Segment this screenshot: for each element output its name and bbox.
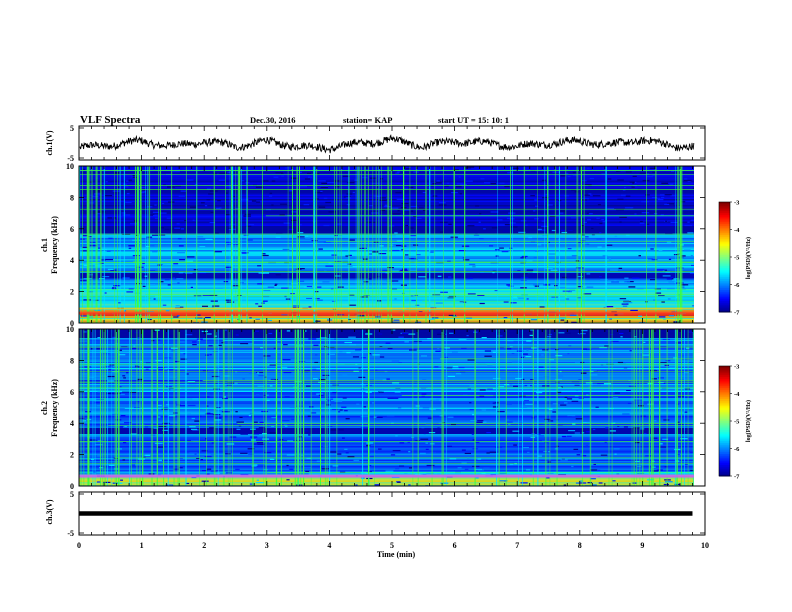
ch1-waveform-panel: 5 -5 [67, 124, 706, 163]
ch1-colorbar-label: log(PSD)(V²/Hz) [745, 237, 752, 279]
ch2-spectrogram-ytick: 4 [70, 419, 74, 428]
ch1-spectrogram-panel: 0 2 4 6 8 10 [66, 162, 706, 328]
ch1-colorbar: -3 -4 -5 -6 -7 [718, 200, 740, 317]
ch2-colorbar-tick: -7 [734, 474, 740, 481]
ch2-colorbar-label: log(PSD)(V²/Hz) [745, 400, 752, 442]
ch1-colorbar-tick: -7 [734, 310, 740, 317]
ch2-colorbar-tick: -6 [734, 446, 740, 453]
time-axis-tick: 9 [640, 541, 644, 550]
ch1-spectrogram-ytick: 8 [70, 193, 74, 202]
time-axis-tick: 6 [453, 541, 457, 550]
time-axis-tick: 7 [515, 541, 519, 550]
time-axis-label: Time (min) [377, 550, 416, 559]
ch1-spectrogram-ytick: 10 [66, 162, 74, 171]
ch1-waveform-ytick: -5 [67, 154, 74, 163]
ch1-spectrogram-ytick: 0 [70, 319, 74, 328]
ch1-colorbar-tick: -4 [734, 227, 740, 234]
ch1-waveform-ytick: 5 [70, 124, 74, 133]
station-label: station= KAP [343, 115, 392, 125]
ch3-voltage-ylabel: ch.3(V) [45, 499, 54, 524]
ch3-waveform-ytick: -5 [67, 529, 74, 538]
time-axis: 0 1 2 3 4 5 6 7 8 9 10 [77, 541, 709, 550]
ch3-waveform-panel: 5 -5 [67, 490, 706, 538]
ch2-channel-label: ch.2 [40, 401, 49, 415]
ch2-spectrogram-ytick: 6 [70, 388, 74, 397]
ch1-spectrogram-image [79, 166, 705, 323]
time-axis-tick: 3 [265, 541, 269, 550]
ch2-spectrogram-ytick: 8 [70, 356, 74, 365]
time-axis-tick: 4 [327, 541, 331, 550]
ch2-spectrogram-panel: 0 2 4 6 8 10 [66, 325, 706, 491]
ch2-colorbar: -3 -4 -5 -6 -7 [718, 364, 740, 481]
time-axis-tick: 2 [202, 541, 206, 550]
ch2-frequency-ylabel: Frequency (kHz) [50, 379, 59, 437]
ch2-spectrogram-ytick: 10 [66, 325, 74, 334]
ch1-frequency-ylabel: Frequency (kHz) [50, 216, 59, 274]
ch1-colorbar-tick: -3 [734, 200, 740, 207]
ch2-spectrogram-ytick: 0 [70, 482, 74, 491]
ch1-spectrogram-ytick: 2 [70, 288, 74, 297]
ch1-colorbar-tick: -5 [734, 255, 740, 262]
ch1-channel-label: ch.1 [40, 238, 49, 252]
ch1-voltage-ylabel: ch.1(V) [45, 130, 54, 155]
ch2-colorbar-tick: -5 [734, 419, 740, 426]
ch2-spectrogram-image [79, 329, 705, 486]
ch1-waveform-line [79, 134, 695, 154]
time-axis-tick: 0 [77, 541, 81, 550]
time-axis-tick: 8 [578, 541, 582, 550]
ch1-colorbar-tick: -6 [734, 282, 740, 289]
ch1-spectrogram-ytick: 6 [70, 225, 74, 234]
date-label: Dec.30, 2016 [250, 115, 296, 125]
time-axis-tick: 5 [390, 541, 394, 550]
figure-title: VLF Spectra [80, 114, 141, 126]
start-time-label: start UT = 15: 10: 1 [438, 115, 509, 125]
ch3-waveform-ytick: 5 [70, 490, 74, 499]
ch2-colorbar-tick: -3 [734, 364, 740, 371]
ch2-colorbar-tick: -4 [734, 391, 740, 398]
ch1-spectrogram-ytick: 4 [70, 256, 74, 265]
time-axis-tick: 10 [701, 541, 709, 550]
time-axis-tick: 1 [140, 541, 144, 550]
ch2-spectrogram-ytick: 2 [70, 451, 74, 460]
